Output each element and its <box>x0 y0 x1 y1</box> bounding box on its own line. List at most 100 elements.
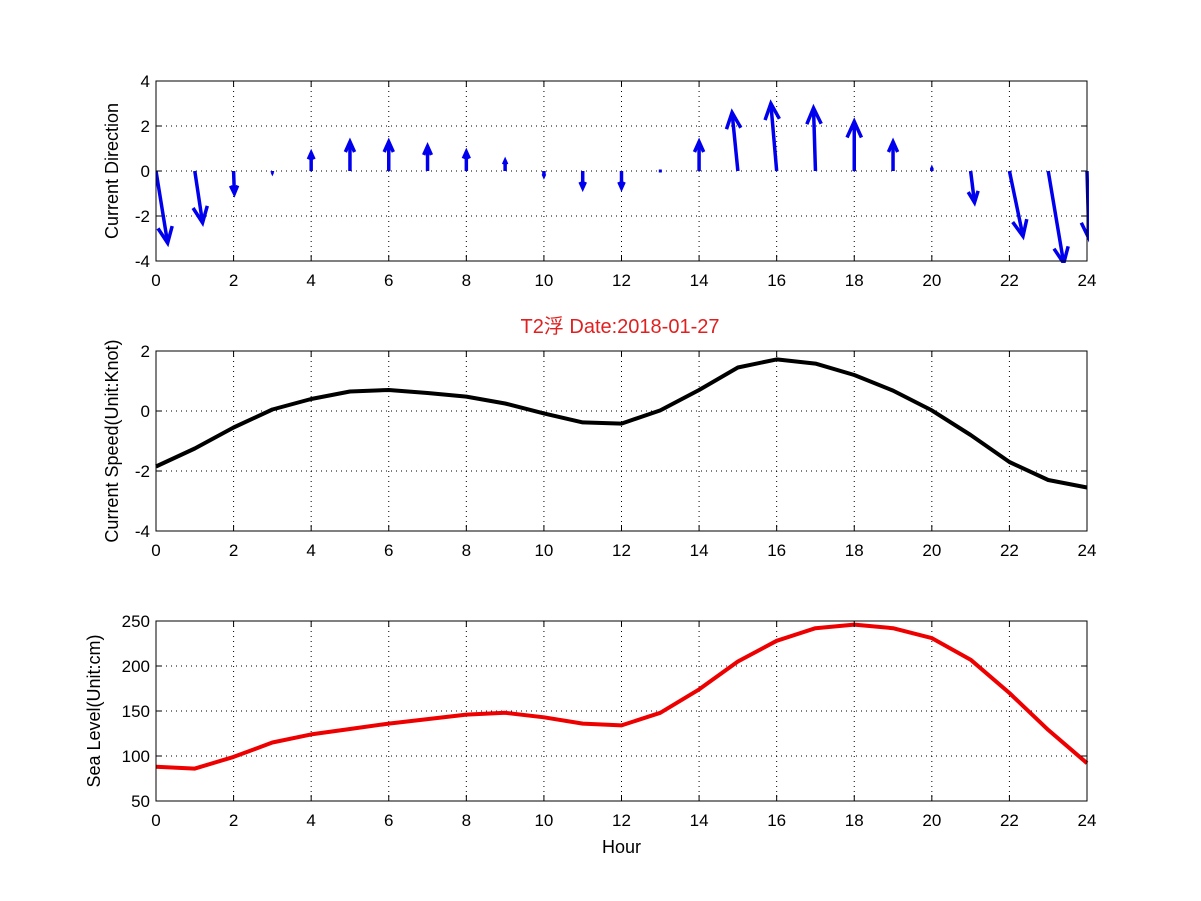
x-tick-label: 8 <box>462 271 471 290</box>
arrow-head <box>763 99 781 121</box>
direction-arrow <box>501 156 509 171</box>
x-tick-label: 12 <box>612 271 631 290</box>
arrow-head <box>382 137 395 153</box>
arrow-head <box>805 103 823 125</box>
y-tick-label: 2 <box>141 117 150 136</box>
direction-arrow <box>724 108 743 172</box>
y-tick-label: 100 <box>122 747 150 766</box>
x-tick-label: 2 <box>229 811 238 830</box>
arrow-shaft <box>1046 170 1066 263</box>
y-tick-label: -2 <box>135 462 150 481</box>
y-tick-label: 50 <box>131 792 150 811</box>
x-tick-label: 22 <box>1000 811 1019 830</box>
direction-arrow <box>382 137 395 171</box>
arrow-shaft <box>1007 170 1025 237</box>
y-tick-label: 150 <box>122 702 150 721</box>
arrow-head <box>886 137 900 153</box>
arrow-head <box>306 148 316 161</box>
x-tick-label: 0 <box>151 811 160 830</box>
arrow-head <box>461 147 471 160</box>
arrow-shaft <box>811 107 818 172</box>
direction-arrow <box>1079 170 1089 243</box>
x-tick-label: 0 <box>151 271 160 290</box>
direction-arrow <box>422 141 434 171</box>
x-tick-label: 8 <box>462 811 471 830</box>
x-tick-label: 24 <box>1078 271 1097 290</box>
arrow-head <box>343 137 357 153</box>
direction-arrow <box>306 148 316 171</box>
direction-arrow <box>541 171 547 180</box>
x-tick-label: 14 <box>690 541 709 560</box>
arrow-head <box>692 137 706 153</box>
x-tick-label: 16 <box>767 811 786 830</box>
x-tick-label: 6 <box>384 811 393 830</box>
x-tick-label: 18 <box>845 541 864 560</box>
arrow-shaft <box>193 170 205 224</box>
direction-arrow <box>1007 170 1029 241</box>
x-tick-label: 12 <box>612 811 631 830</box>
x-tick-label: 20 <box>922 541 941 560</box>
x-tick-label: 18 <box>845 811 864 830</box>
arrow-shaft <box>769 103 779 172</box>
x-tick-label: 6 <box>384 271 393 290</box>
direction-arrow <box>578 171 587 193</box>
arrow-head <box>845 117 864 139</box>
arrow-head <box>1052 245 1070 263</box>
x-tick-label: 4 <box>306 271 315 290</box>
x-tick-label: 20 <box>922 811 941 830</box>
direction-arrow <box>886 137 900 171</box>
x-tick-label: 8 <box>462 541 471 560</box>
arrow-head <box>156 225 174 248</box>
arrow-head <box>578 181 587 193</box>
quiver-arrows <box>156 99 1089 263</box>
direction-arrow <box>845 117 864 171</box>
direction-arrow <box>228 170 240 198</box>
arrow-head <box>1011 218 1029 241</box>
y-tick-label: 250 <box>122 612 150 631</box>
x-tick-label: 24 <box>1078 811 1097 830</box>
x-tick-label: 16 <box>767 541 786 560</box>
direction-arrow <box>929 164 934 171</box>
direction-arrow <box>805 103 823 172</box>
x-tick-label: 12 <box>612 541 631 560</box>
x-tick-label: 20 <box>922 271 941 290</box>
direction-arrow <box>461 147 471 171</box>
x-tick-label: 6 <box>384 541 393 560</box>
arrow-head <box>541 173 547 180</box>
arrow-head <box>724 108 743 130</box>
y-tick-label: 4 <box>141 72 150 91</box>
direction-arrow <box>966 170 980 207</box>
arrow-head <box>191 205 209 227</box>
x-tick-label: 18 <box>845 271 864 290</box>
y-tick-label: 0 <box>141 162 150 181</box>
direction-arrow <box>1046 170 1070 263</box>
x-tick-label: 14 <box>690 811 709 830</box>
x-axis-label: Hour <box>602 837 641 857</box>
x-tick-label: 16 <box>767 271 786 290</box>
series-line <box>155 357 1088 490</box>
direction-arrow <box>617 171 626 193</box>
y-axis-label: Current Direction <box>102 103 122 239</box>
arrow-head <box>929 164 934 171</box>
arrow-head <box>617 181 626 193</box>
x-tick-label: 24 <box>1078 541 1097 560</box>
x-tick-label: 2 <box>229 541 238 560</box>
series-line <box>155 622 1089 771</box>
y-tick-label: -2 <box>135 207 150 226</box>
x-tick-label: 10 <box>534 271 553 290</box>
y-axis-label: Current Speed(Unit:Knot) <box>102 339 122 542</box>
x-tick-label: 4 <box>306 811 315 830</box>
x-tick-label: 22 <box>1000 541 1019 560</box>
y-tick-label: 0 <box>141 402 150 421</box>
arrow-shaft <box>156 170 170 244</box>
x-tick-label: 0 <box>151 541 160 560</box>
x-tick-label: 10 <box>534 811 553 830</box>
x-tick-label: 14 <box>690 271 709 290</box>
y-tick-label: -4 <box>135 522 150 541</box>
direction-arrow <box>692 137 706 171</box>
y-tick-label: -4 <box>135 252 150 271</box>
